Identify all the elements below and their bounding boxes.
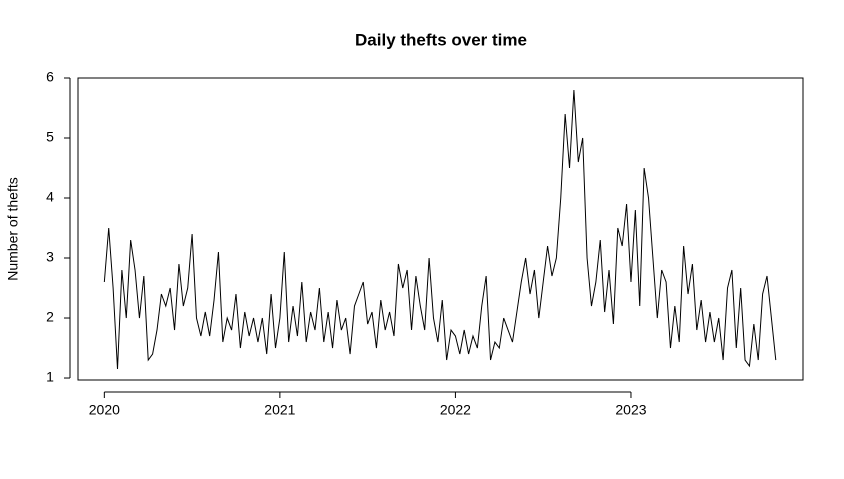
data-line [103, 89, 777, 370]
x-tick-label: 2022 [440, 402, 471, 418]
x-tick-label: 2023 [615, 402, 646, 418]
y-tick-label: 6 [46, 69, 54, 85]
y-tick-label: 5 [46, 129, 54, 145]
y-tick-label: 1 [46, 369, 54, 385]
y-tick-label: 4 [46, 189, 54, 205]
plot-frame [77, 77, 804, 381]
y-tick-label: 2 [46, 309, 54, 325]
x-tick-label: 2021 [264, 402, 295, 418]
x-tick-label: 2020 [89, 402, 120, 418]
y-tick-label: 3 [46, 249, 54, 265]
y-axis-label: Number of thefts [5, 177, 21, 281]
chart-title: Daily thefts over time [355, 30, 527, 49]
